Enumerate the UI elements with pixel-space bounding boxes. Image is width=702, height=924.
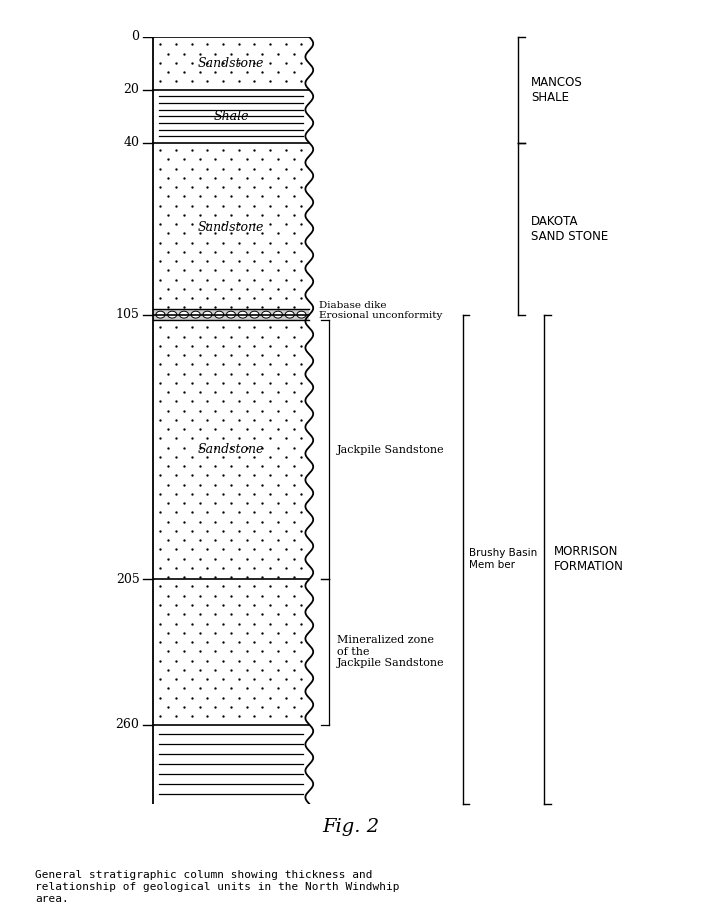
Text: 40: 40 [124, 136, 140, 150]
Text: Sandstone: Sandstone [198, 443, 264, 456]
Text: 0: 0 [131, 30, 140, 43]
Ellipse shape [180, 311, 188, 318]
Bar [152, 320, 310, 579]
Ellipse shape [156, 311, 165, 318]
Text: General stratigraphic column showing thickness and
relationship of geological un: General stratigraphic column showing thi… [35, 870, 399, 904]
Ellipse shape [215, 311, 224, 318]
Ellipse shape [238, 311, 247, 318]
Text: MANCOS
SHALE: MANCOS SHALE [531, 76, 583, 103]
Bar [152, 579, 310, 724]
Bar [152, 90, 310, 142]
Text: 260: 260 [116, 718, 140, 731]
Ellipse shape [191, 311, 200, 318]
Bar [152, 310, 310, 320]
Text: 205: 205 [116, 573, 140, 586]
Ellipse shape [285, 311, 294, 318]
Ellipse shape [297, 311, 306, 318]
Bar [152, 142, 310, 315]
Text: Sandstone: Sandstone [198, 57, 264, 70]
Text: Diabase dike
Erosional unconformity: Diabase dike Erosional unconformity [319, 301, 442, 321]
Text: Fig. 2: Fig. 2 [322, 819, 380, 836]
Bar [152, 724, 310, 804]
Text: Brushy Basin
Mem ber: Brushy Basin Mem ber [469, 549, 538, 570]
Text: 105: 105 [116, 308, 140, 322]
Bar [152, 37, 310, 90]
Ellipse shape [203, 311, 212, 318]
Text: Jackpile Sandstone: Jackpile Sandstone [337, 444, 444, 455]
Ellipse shape [262, 311, 271, 318]
Text: DAKOTA
SAND STONE: DAKOTA SAND STONE [531, 214, 609, 243]
Ellipse shape [227, 311, 235, 318]
Text: 20: 20 [124, 83, 140, 96]
Ellipse shape [168, 311, 177, 318]
Text: Sandstone: Sandstone [198, 221, 264, 234]
Text: Mineralized zone
of the
Jackpile Sandstone: Mineralized zone of the Jackpile Sandsto… [337, 635, 444, 668]
Ellipse shape [250, 311, 259, 318]
Text: MORRISON
FORMATION: MORRISON FORMATION [554, 545, 624, 573]
Ellipse shape [274, 311, 282, 318]
Text: Shale: Shale [213, 110, 249, 123]
